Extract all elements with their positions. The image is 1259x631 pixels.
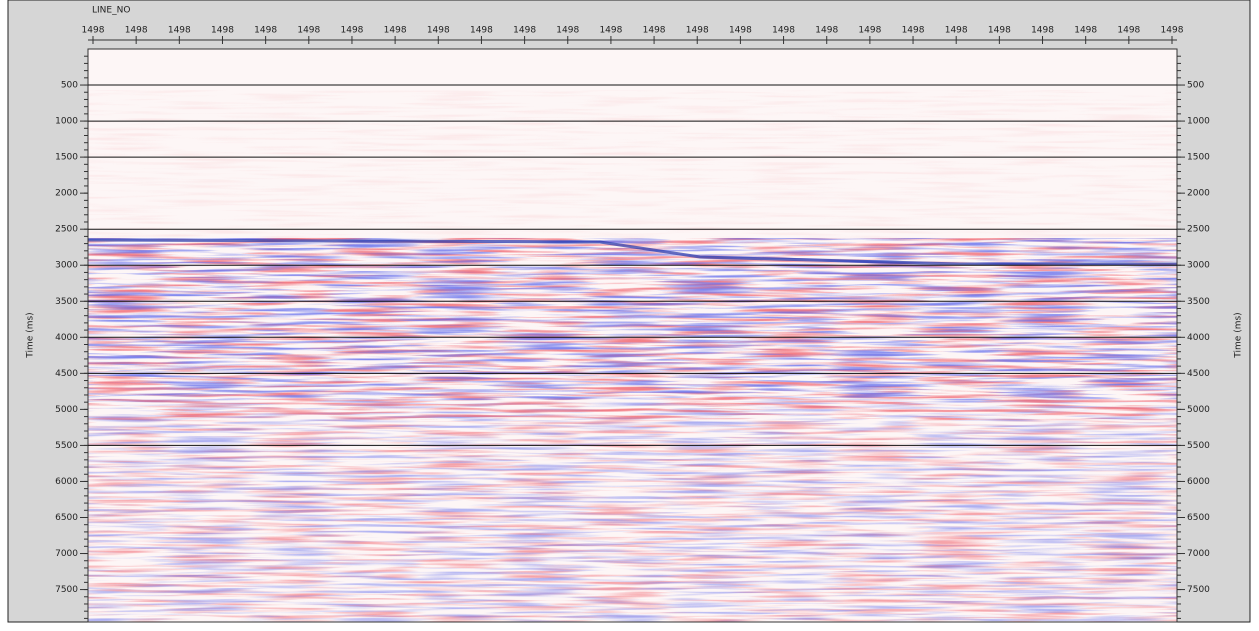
y-tick-label-right: 500: [1187, 81, 1204, 91]
x-tick-label: 1498: [772, 26, 795, 36]
y-tick-label-right: 6500: [1187, 513, 1210, 523]
seismic-texture: [88, 90, 1177, 622]
x-tick-label: 1498: [1074, 26, 1097, 36]
x-tick-label: 1498: [297, 26, 320, 36]
y-tick-label-right: 7000: [1187, 549, 1210, 559]
x-tick-label: 1498: [168, 26, 191, 36]
x-tick-label: 1498: [858, 26, 881, 36]
y-axis-label-right: Time (ms): [1234, 312, 1244, 358]
x-tick-label: 1498: [729, 26, 752, 36]
x-tick-label: 1498: [341, 26, 364, 36]
y-tick-label-right: 5000: [1187, 405, 1210, 415]
x-tick-label: 1498: [470, 26, 493, 36]
y-tick-label: 5500: [55, 441, 78, 451]
y-tick-label: 6000: [55, 477, 78, 487]
y-tick-label: 1000: [55, 117, 78, 127]
y-tick-label-right: 1500: [1187, 153, 1210, 163]
x-tick-label: 1498: [815, 26, 838, 36]
y-tick-label: 2500: [55, 225, 78, 235]
y-tick-label: 7000: [55, 549, 78, 559]
x-tick-label: 1498: [988, 26, 1011, 36]
y-tick-label: 3500: [55, 297, 78, 307]
y-tick-label: 5000: [55, 405, 78, 415]
chart: LINE_NO Time (ms) Time (ms) 500 500 1000 10…: [0, 0, 1259, 627]
x-tick-label: 1498: [945, 26, 968, 36]
y-tick-label: 4000: [55, 333, 78, 343]
y-axis-label: Time (ms): [26, 312, 36, 358]
x-tick-label: 1498: [599, 26, 622, 36]
noise-blue-strong: [88, 238, 1177, 400]
x-tick-label: 1498: [556, 26, 579, 36]
y-tick-label-right: 3000: [1187, 261, 1210, 271]
y-tick-label-right: 2500: [1187, 225, 1210, 235]
x-tick-label: 1498: [643, 26, 666, 36]
x-tick-label: 1498: [1117, 26, 1140, 36]
y-tick-label: 4500: [55, 369, 78, 379]
page-body: {"chart_data": { "type": "seismic", "x_l…: [0, 0, 1259, 627]
y-tick-label: 500: [61, 81, 78, 91]
x-tick-label: 1498: [513, 26, 536, 36]
y-tick-label-right: 2000: [1187, 189, 1210, 199]
y-tick-label-right: 4000: [1187, 333, 1210, 343]
x-tick-label: 1498: [211, 26, 234, 36]
y-tick-label: 1500: [55, 153, 78, 163]
y-tick-label-right: 3500: [1187, 297, 1210, 307]
x-tick-label: 1498: [384, 26, 407, 36]
y-tick-label-right: 5500: [1187, 441, 1210, 451]
y-tick-label-right: 6000: [1187, 477, 1210, 487]
x-tick-label: 1498: [82, 26, 105, 36]
y-tick-label: 2000: [55, 189, 78, 199]
x-tick-label: 1498: [125, 26, 148, 36]
y-tick-label: 7500: [55, 585, 78, 595]
x-tick-label: 1498: [686, 26, 709, 36]
x-axis-label: LINE_NO: [92, 6, 130, 16]
x-tick-label: 1498: [902, 26, 925, 36]
page: Seismic section html, body { margin: 0; …: [0, 0, 1259, 627]
y-tick-label-right: 7500: [1187, 585, 1210, 595]
y-tick-label-right: 4500: [1187, 369, 1210, 379]
y-tick-label: 6500: [55, 513, 78, 523]
x-tick-label: 1498: [254, 26, 277, 36]
x-tick-label: 1498: [427, 26, 450, 36]
noise-faint: [88, 90, 1177, 240]
y-tick-label-right: 1000: [1187, 117, 1210, 127]
y-tick-label: 3000: [55, 261, 78, 271]
x-tick-label: 1498: [1031, 26, 1054, 36]
x-tick-label: 1498: [1161, 26, 1184, 36]
